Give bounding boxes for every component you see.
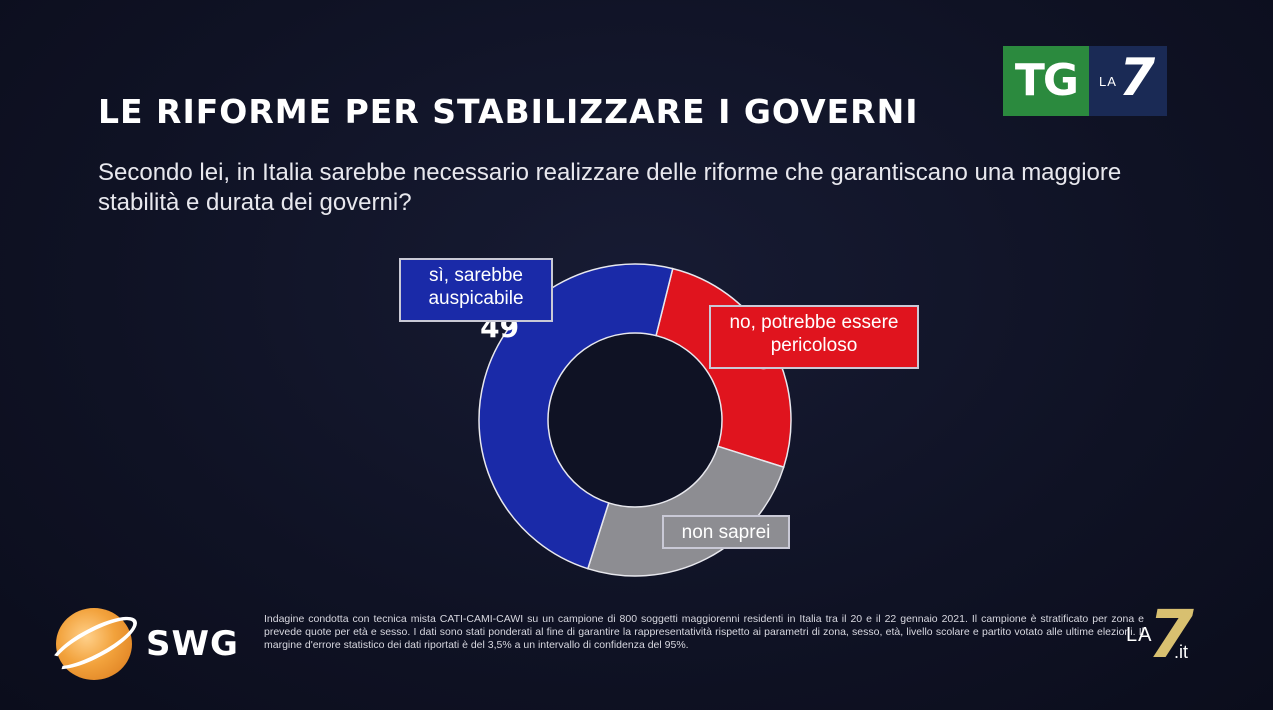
survey-question: Secondo lei, in Italia sarebbe necessari…: [98, 159, 1122, 216]
page-title: LE RIFORME PER STABILIZZARE I GOVERNI: [98, 92, 919, 131]
label-box-si: sì, sarebbe auspicabile: [399, 258, 553, 322]
swg-logo: SWG: [44, 606, 252, 682]
tg-la-text: LA: [1099, 74, 1117, 89]
label-box-non-saprei: non saprei: [662, 515, 790, 549]
slice-si: [478, 263, 674, 570]
la7-la-text: LA: [1126, 624, 1153, 646]
la7-seven-text: 7: [1148, 596, 1194, 673]
la7-it-text: .it: [1174, 642, 1189, 662]
swg-logo-text: SWG: [146, 624, 239, 664]
label-box-no: no, potrebbe essere pericoloso: [709, 305, 919, 369]
methodology-footnote: Indagine condotta con tecnica mista CATI…: [264, 613, 1144, 651]
tg-la7-logo: TG LA 7: [1003, 46, 1167, 116]
donut-hole: [549, 334, 721, 506]
la7-logo-block: LA 7: [1089, 46, 1167, 116]
la7-it-logo: LA 7 .it: [1126, 596, 1200, 673]
swg-globe-icon: [56, 608, 132, 680]
tg-seven-text: 7: [1119, 48, 1156, 108]
tg-logo-text: TG: [1003, 46, 1089, 116]
